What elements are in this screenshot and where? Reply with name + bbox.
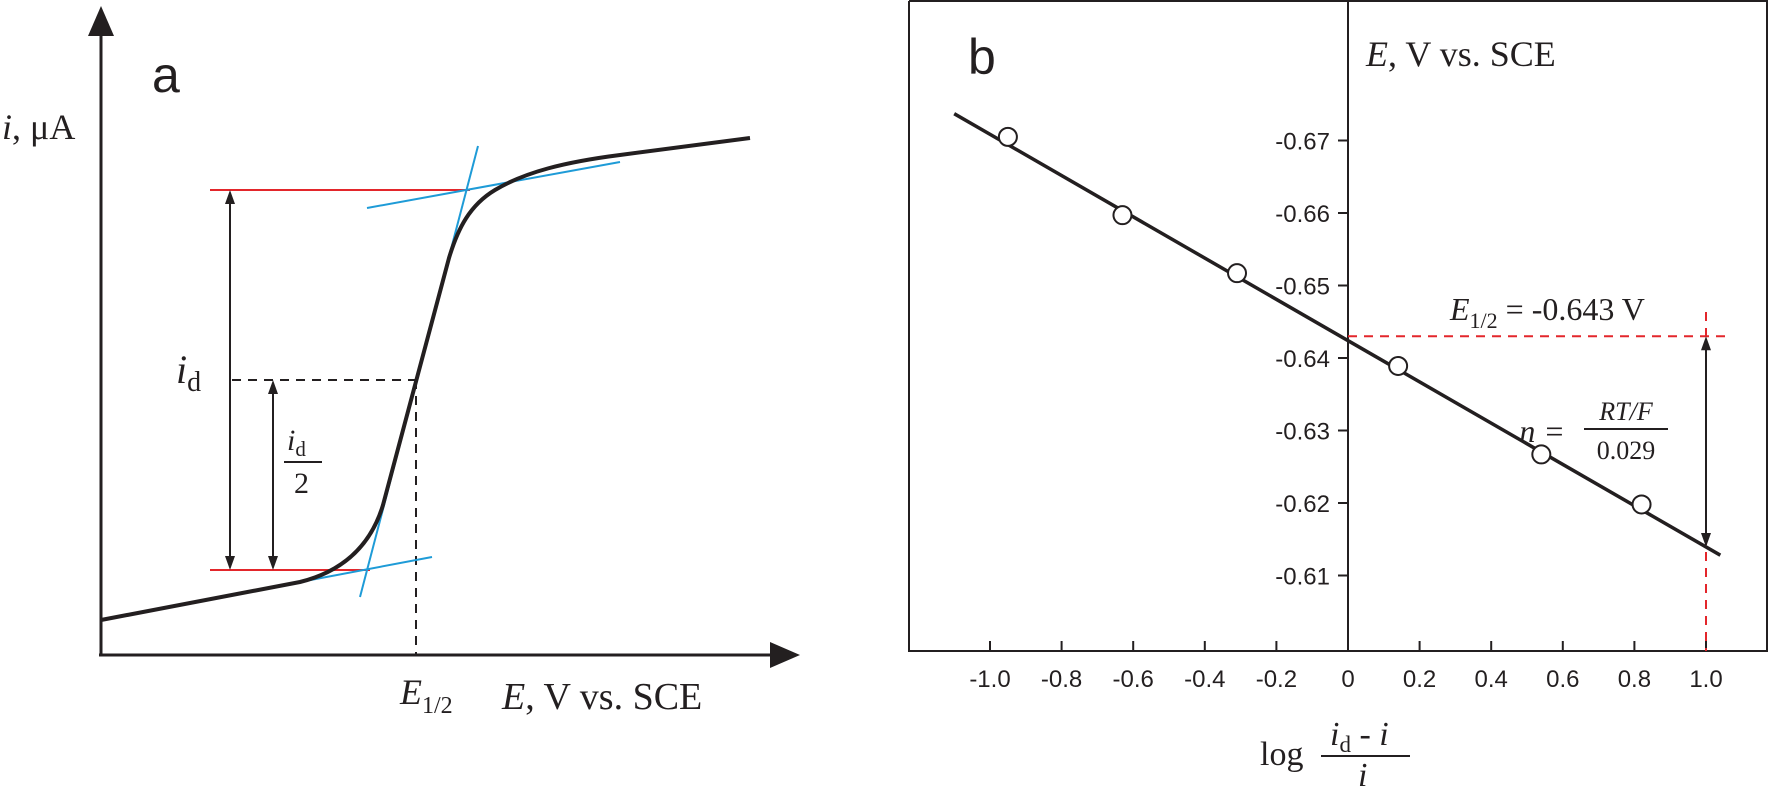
x-tick-label: -0.8	[1041, 666, 1082, 693]
panel-a-x-axis-arrow	[770, 642, 800, 668]
svg-text:id - i: id - i	[1330, 716, 1389, 757]
svg-text:2: 2	[294, 467, 309, 500]
svg-text:0.029: 0.029	[1597, 436, 1656, 465]
panel-b-x-axis-label: log id - i i	[1260, 716, 1410, 786]
panel-a-y-axis-label: i, μA	[2, 107, 75, 147]
panel-b-x-ticks: -1.0 -0.8 -0.6 -0.4 -0.2 0 0.2 0.4 0.6 0.8 1.0	[969, 641, 1723, 693]
panel-a-tangent-lower	[299, 556, 433, 583]
panel-a-label: a	[152, 47, 180, 103]
svg-text:id: id	[287, 424, 306, 461]
panel-a-y-axis-arrow	[88, 6, 114, 36]
svg-text:i: i	[1358, 757, 1367, 786]
x-tick-label: 0	[1341, 666, 1354, 693]
panel-b-fit-line	[953, 112, 1722, 557]
y-tick-label: -0.65	[1275, 274, 1330, 301]
data-point	[997, 126, 1018, 147]
panel-b-data-points	[997, 126, 1652, 515]
panel-a-e-half-label: E1/2	[399, 672, 453, 719]
panel-b-n-arrow-bottom	[1701, 532, 1711, 547]
panel-b-e-half-annotation: E1/2 = -0.643 V	[1449, 291, 1645, 333]
panel-a-id-half-arrow-top	[268, 380, 278, 394]
x-tick-label: 0.2	[1403, 666, 1436, 693]
x-tick-label: 0.6	[1546, 666, 1579, 693]
y-tick-label: -0.61	[1275, 564, 1330, 591]
panel-a-id-arrow-top	[225, 190, 235, 204]
x-tick-label: 0.8	[1618, 666, 1651, 693]
x-tick-label: -0.2	[1256, 666, 1297, 693]
y-tick-label: -0.67	[1275, 129, 1330, 156]
x-tick-label: 1.0	[1689, 666, 1722, 693]
panel-a-x-axis-label: E, V vs. SCE	[501, 676, 702, 718]
x-tick-label: 0.4	[1475, 666, 1508, 693]
y-tick-label: -0.62	[1275, 491, 1330, 518]
panel-a-tangent-upper	[366, 161, 621, 209]
data-point	[1388, 355, 1409, 376]
x-tick-label: -0.6	[1113, 666, 1154, 693]
panel-b-n-arrow-top	[1701, 336, 1711, 351]
panel-a-id-half-arrow-bottom	[268, 556, 278, 570]
panel-b-y-axis-label: E, V vs. SCE	[1365, 34, 1556, 74]
data-point	[1631, 494, 1652, 515]
panel-a-id-half-label: id 2	[284, 424, 322, 500]
y-tick-label: -0.66	[1275, 201, 1330, 228]
data-point	[1112, 205, 1133, 226]
y-tick-label: -0.64	[1275, 346, 1330, 373]
panel-a-id-arrow-bottom	[225, 556, 235, 570]
x-tick-label: -1.0	[969, 666, 1010, 693]
x-tick-label: -0.4	[1184, 666, 1225, 693]
svg-text:log: log	[1260, 736, 1303, 773]
panel-a-id-label: id	[176, 347, 201, 398]
y-tick-label: -0.63	[1275, 419, 1330, 446]
panel-b: b E, V vs. SCE -1.0 -0.8 -0.6 -0.4 -0.2 0 0.2 0…	[908, 0, 1768, 786]
data-point	[1531, 444, 1552, 465]
panel-b-y-ticks: -0.67 -0.66 -0.65 -0.64 -0.63 -0.62 -0.61	[1275, 129, 1348, 591]
panel-a: a i, μA E, V vs. SCE E1/2 id	[2, 6, 800, 719]
data-point	[1227, 263, 1248, 284]
svg-text:RT/F: RT/F	[1598, 397, 1654, 426]
panel-b-label: b	[968, 29, 996, 85]
panel-b-n-annotation: n = RT/F 0.029	[1519, 397, 1668, 465]
panel-a-wave-curve	[100, 136, 751, 622]
